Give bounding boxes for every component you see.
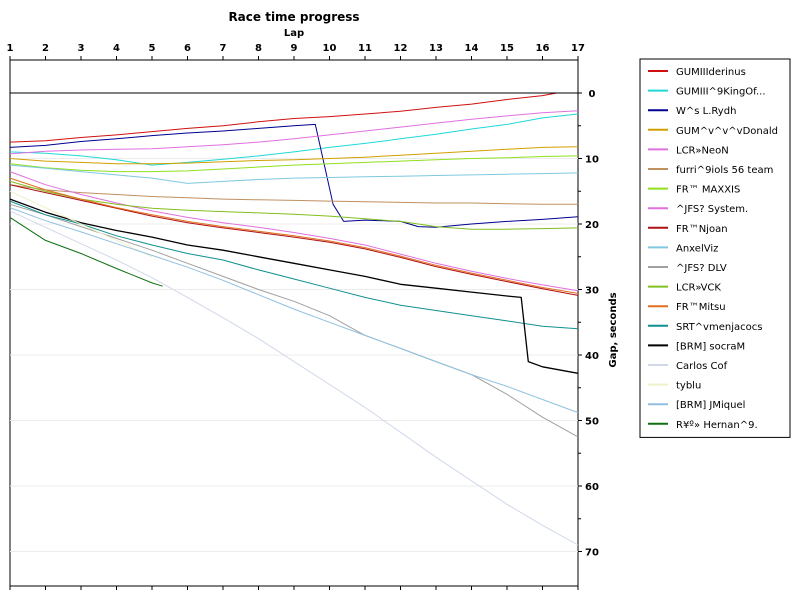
legend-label: GUM^v^v^vDonald <box>676 126 778 137</box>
legend-label: GUMIIIderinus <box>676 67 746 78</box>
legend-label: LCR»VCK <box>676 283 721 294</box>
y-tick-label: 30 <box>585 286 599 297</box>
series-line-5 <box>9 110 579 155</box>
x-tick-label: 5 <box>149 43 156 54</box>
grid <box>9 59 579 587</box>
x-tick-label: 2 <box>42 43 49 54</box>
x-tick-label: 3 <box>78 43 85 54</box>
x-tick-label: 4 <box>113 43 120 54</box>
series-line-12 <box>9 180 579 230</box>
x-tick-label: 10 <box>323 43 337 54</box>
series-line-4 <box>9 146 579 165</box>
series-line-13 <box>9 177 579 294</box>
legend-label: furri^9iols 56 team <box>676 165 773 176</box>
x-tick-label: 17 <box>571 43 585 54</box>
series-line-10 <box>9 164 579 184</box>
x-tick-label: 1 <box>7 43 14 54</box>
x-tick-label: 6 <box>184 43 191 54</box>
legend-label: Carlos Cof <box>676 361 728 372</box>
legend-label: FR™ MAXXIS <box>676 185 740 196</box>
y-tick-label: 70 <box>585 548 599 559</box>
series-line-2 <box>9 113 579 166</box>
y-tick-label: 60 <box>585 482 599 493</box>
legend-label: FR™Njoan <box>676 224 728 235</box>
x-tick-label: 7 <box>220 43 227 54</box>
legend-label: AnxelViz <box>676 243 718 254</box>
y-tick-label: 10 <box>585 155 599 166</box>
series-line-7 <box>9 155 579 173</box>
series-line-9 <box>9 184 579 296</box>
x-axis-title: Lap <box>284 28 304 39</box>
legend-label: R¥º» Hernan^9. <box>676 420 758 431</box>
series-line-18 <box>9 207 579 414</box>
series-lines <box>9 92 579 546</box>
legend-label: [BRM] socraM <box>676 341 745 352</box>
legend-label: tyblu <box>676 381 701 392</box>
series-line-16 <box>9 210 579 546</box>
plot-area <box>9 59 579 587</box>
chart-title: Race time progress <box>228 10 359 24</box>
series-line-17 <box>9 190 153 258</box>
series-line-19 <box>9 216 163 287</box>
x-tick-label: 9 <box>291 43 298 54</box>
series-line-14 <box>9 200 579 330</box>
y-axis-title: Gap, seconds <box>608 292 619 367</box>
y-tick-label: 40 <box>585 351 599 362</box>
y-tick-label: 50 <box>585 417 599 428</box>
y-tick-label: 0 <box>589 89 596 100</box>
x-tick-label: 16 <box>536 43 550 54</box>
series-line-15 <box>9 198 579 374</box>
legend: GUMIIIderinus GUMIII^9KingOf... W^s L.Rydh… <box>639 58 791 438</box>
x-tick-label: 12 <box>394 43 408 54</box>
legend-label: FR™Mitsu <box>676 302 726 313</box>
y-tick-label: 20 <box>585 220 599 231</box>
legend-label: [BRM] JMiquel <box>676 400 745 411</box>
legend-label: W^s L.Rydh <box>676 106 736 117</box>
x-tick-label: 15 <box>500 43 514 54</box>
legend-label: GUMIII^9KingOf... <box>676 87 766 98</box>
series-line-6 <box>9 184 578 205</box>
series-line-1 <box>9 92 578 143</box>
legend-label: ^JFS? DLV <box>676 263 727 274</box>
series-line-8 <box>9 171 579 292</box>
legend-label: LCR»NeoN <box>676 145 729 156</box>
x-tick-label: 11 <box>358 43 372 54</box>
x-tick-label: 8 <box>255 43 262 54</box>
x-tick-label: 13 <box>429 43 443 54</box>
x-tick-label: 14 <box>465 43 479 54</box>
legend-label: ^JFS? System. <box>676 204 748 215</box>
legend-label: SRT^vmenjacocs <box>676 322 762 333</box>
